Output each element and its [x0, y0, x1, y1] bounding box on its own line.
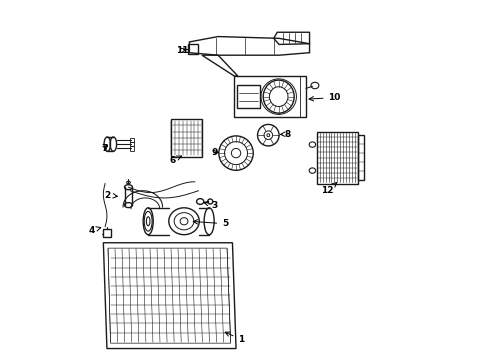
Text: 3: 3 [204, 201, 218, 210]
Text: 9: 9 [211, 148, 218, 157]
Text: 8: 8 [280, 130, 291, 139]
Bar [237, 85, 260, 108]
Bar [129, 138, 134, 142]
Bar [234, 76, 306, 117]
Text: 5: 5 [193, 219, 228, 228]
Bar [103, 229, 111, 237]
Text: 2: 2 [104, 190, 118, 199]
Text: 6: 6 [170, 156, 181, 165]
Text: 1: 1 [225, 332, 245, 344]
Bar [317, 132, 358, 184]
Text: 11: 11 [176, 46, 189, 55]
Text: 7: 7 [101, 144, 108, 153]
Bar [129, 146, 134, 150]
Text: 12: 12 [321, 183, 337, 195]
Bar [358, 135, 365, 180]
Bar [172, 119, 202, 157]
Bar [129, 142, 134, 146]
Text: 4: 4 [88, 226, 101, 235]
Bar [188, 44, 197, 54]
Text: 10: 10 [309, 93, 341, 102]
